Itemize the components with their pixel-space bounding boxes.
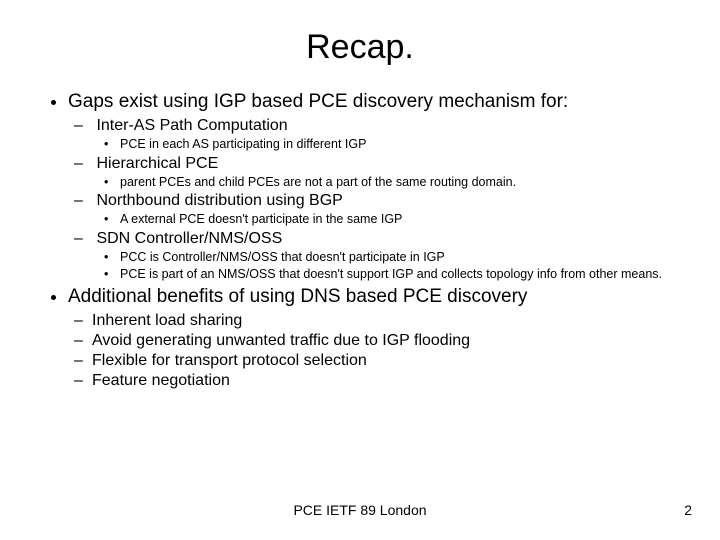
sub-inter-as-details: PCE in each AS participating in differen…: [92, 137, 680, 153]
sub-avoid-traffic: Avoid generating unwanted traffic due to…: [92, 332, 680, 350]
sub-inter-as-text: Inter-AS Path Computation: [96, 117, 287, 134]
sub-feature-negotiation: Feature negotiation: [92, 372, 680, 390]
bullet-2: Additional benefits of using DNS based P…: [68, 286, 680, 390]
bullet-1-sublist: Inter-AS Path Computation PCE in each AS…: [68, 117, 680, 282]
sub-flexible-transport: Flexible for transport protocol selectio…: [92, 352, 680, 370]
page-number: 2: [684, 502, 692, 518]
sub-hierarchical-details: parent PCEs and child PCEs are not a par…: [92, 175, 680, 191]
bullet-list: Gaps exist using IGP based PCE discovery…: [40, 91, 680, 390]
slide: Recap. Gaps exist using IGP based PCE di…: [0, 0, 720, 540]
detail: PCE is part of an NMS/OSS that doesn't s…: [120, 267, 680, 283]
sub-northbound-details: A external PCE doesn't participate in th…: [92, 212, 680, 228]
sub-load-sharing: Inherent load sharing: [92, 312, 680, 330]
sub-sdn: SDN Controller/NMS/OSS PCC is Controller…: [92, 230, 680, 282]
sub-sdn-text: SDN Controller/NMS/OSS: [96, 230, 282, 247]
sub-sdn-details: PCC is Controller/NMS/OSS that doesn't p…: [92, 250, 680, 282]
bullet-2-sublist: Inherent load sharing Avoid generating u…: [68, 312, 680, 390]
bullet-1: Gaps exist using IGP based PCE discovery…: [68, 91, 680, 282]
sub-inter-as: Inter-AS Path Computation PCE in each AS…: [92, 117, 680, 153]
bullet-2-text: Additional benefits of using DNS based P…: [68, 286, 527, 307]
sub-hierarchical: Hierarchical PCE parent PCEs and child P…: [92, 155, 680, 191]
detail: PCC is Controller/NMS/OSS that doesn't p…: [120, 250, 680, 266]
detail: parent PCEs and child PCEs are not a par…: [120, 175, 680, 191]
detail: A external PCE doesn't participate in th…: [120, 212, 680, 228]
bullet-1-text: Gaps exist using IGP based PCE discovery…: [68, 91, 568, 112]
sub-hierarchical-text: Hierarchical PCE: [96, 155, 218, 172]
sub-northbound-text: Northbound distribution using BGP: [96, 192, 342, 209]
sub-northbound: Northbound distribution using BGP A exte…: [92, 192, 680, 228]
detail: PCE in each AS participating in differen…: [120, 137, 680, 153]
slide-footer: PCE IETF 89 London: [0, 502, 720, 518]
slide-title: Recap.: [40, 28, 680, 67]
